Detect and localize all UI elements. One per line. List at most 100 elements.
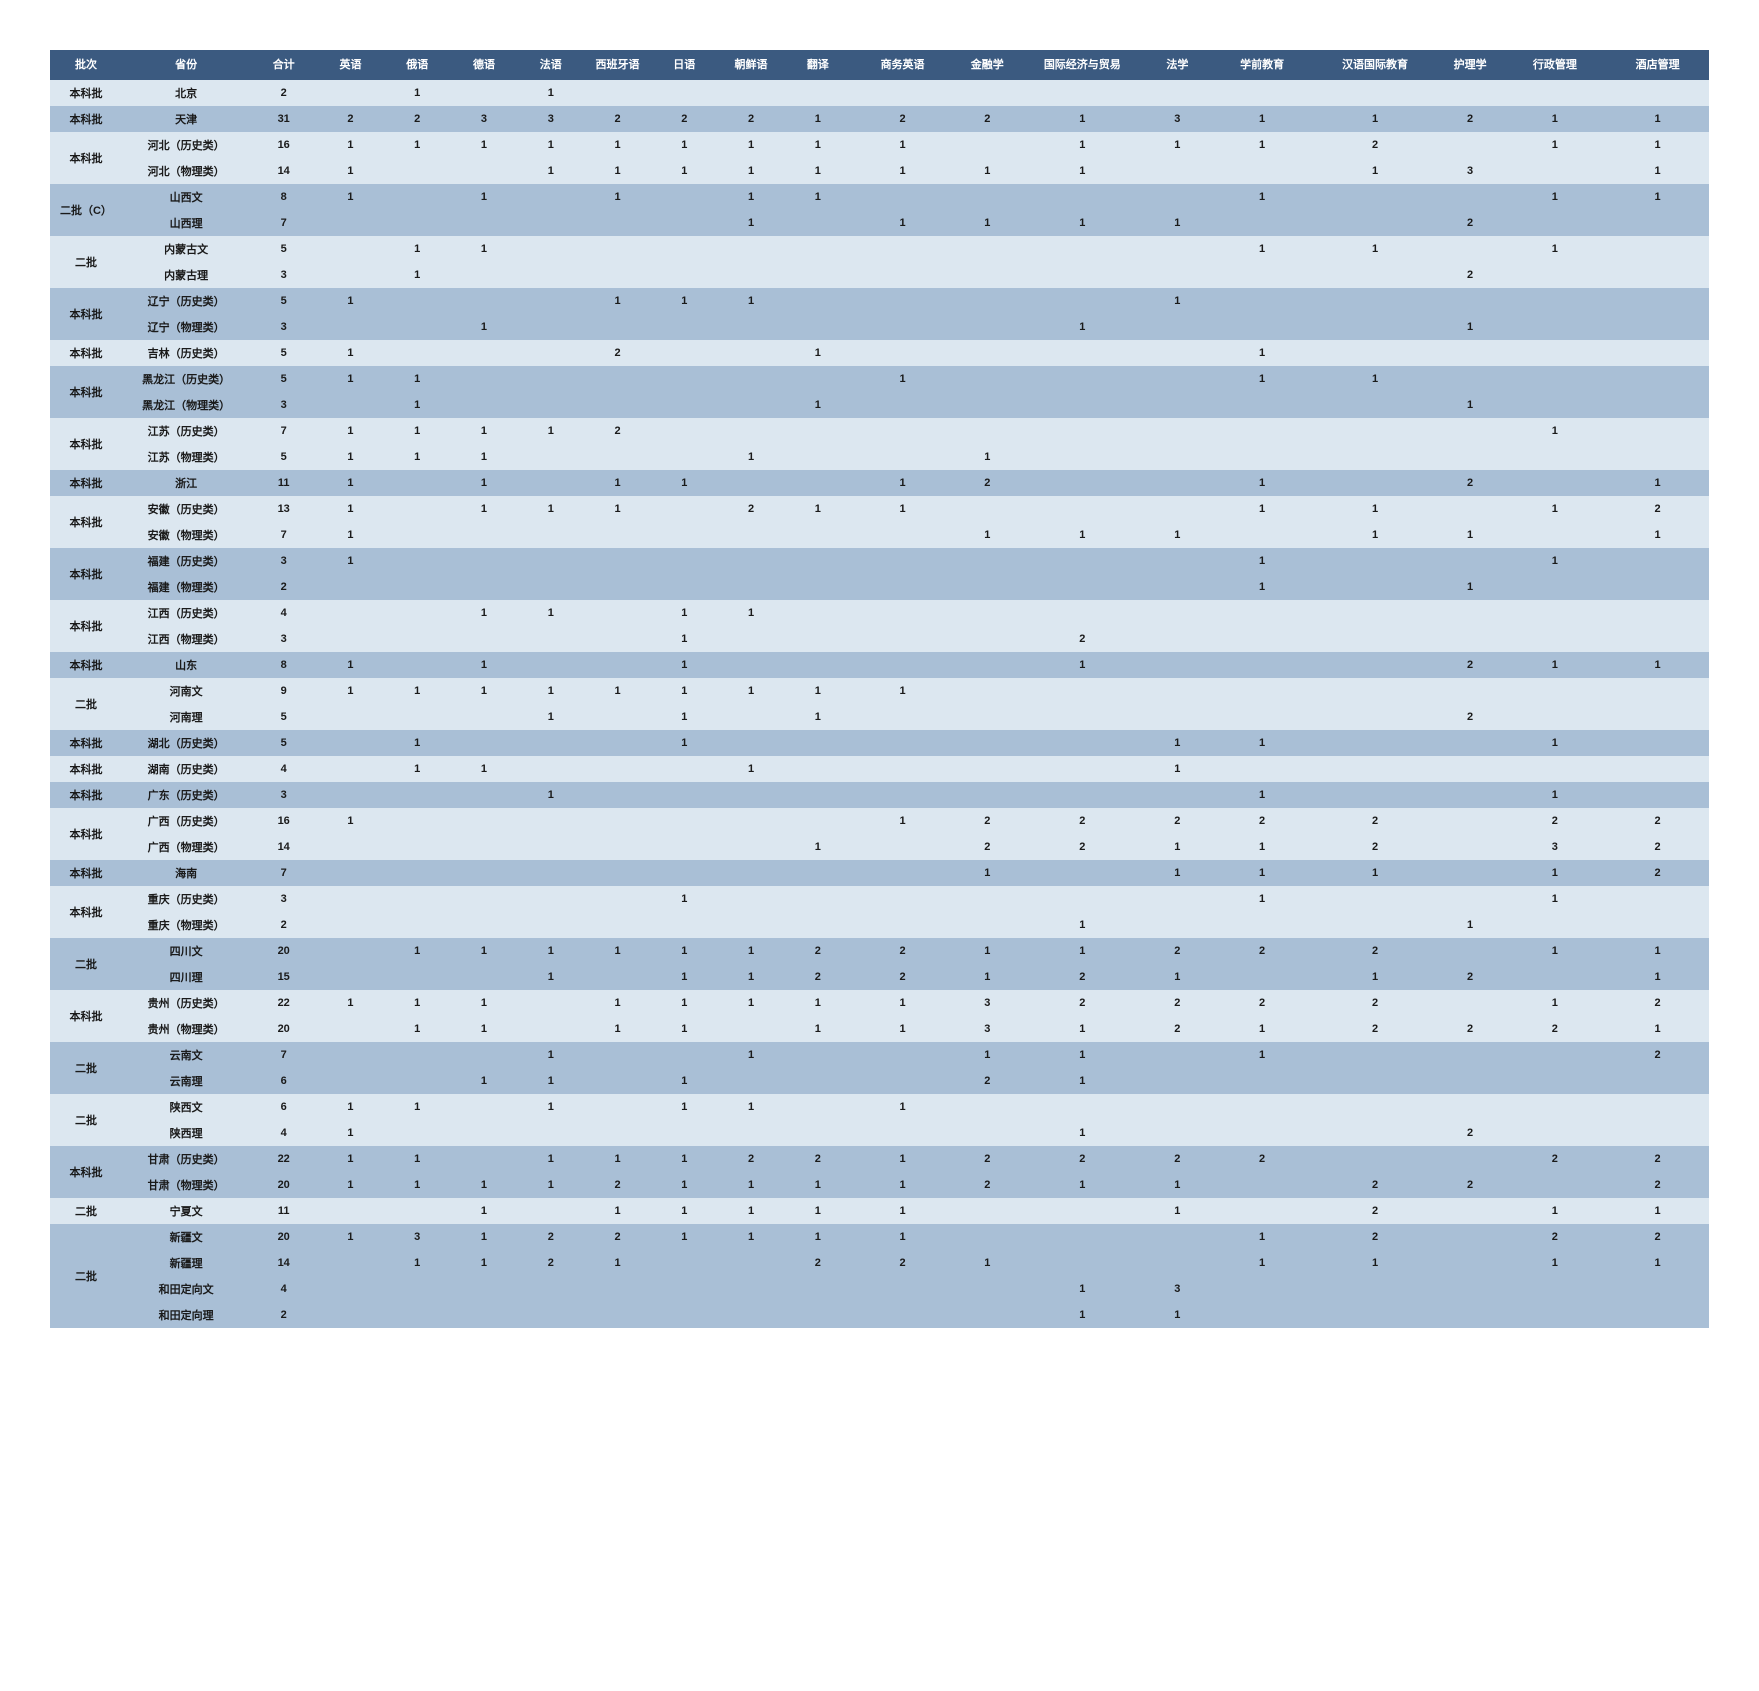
total-cell: 31 bbox=[250, 106, 317, 132]
table-row: 云南理611121 bbox=[50, 1068, 1709, 1094]
value-cell bbox=[384, 886, 451, 912]
value-cell bbox=[384, 574, 451, 600]
value-cell: 1 bbox=[651, 1172, 718, 1198]
province-cell: 四川文 bbox=[122, 938, 250, 964]
value-cell: 2 bbox=[1313, 990, 1436, 1016]
value-cell bbox=[1021, 756, 1144, 782]
value-cell: 1 bbox=[1313, 1250, 1436, 1276]
value-cell bbox=[1211, 210, 1314, 236]
value-cell bbox=[851, 236, 954, 262]
value-cell bbox=[317, 704, 384, 730]
total-cell: 2 bbox=[250, 1302, 317, 1328]
total-cell: 7 bbox=[250, 522, 317, 548]
province-cell: 福建（历史类） bbox=[122, 548, 250, 574]
value-cell: 1 bbox=[651, 158, 718, 184]
value-cell: 1 bbox=[1503, 548, 1606, 574]
province-cell: 新疆文 bbox=[122, 1224, 250, 1250]
table-row: 二批陕西文6111111 bbox=[50, 1094, 1709, 1120]
value-cell: 1 bbox=[1606, 964, 1709, 990]
value-cell bbox=[451, 730, 518, 756]
value-cell: 1 bbox=[954, 1042, 1021, 1068]
total-cell: 2 bbox=[250, 574, 317, 600]
total-cell: 6 bbox=[250, 1068, 317, 1094]
value-cell bbox=[584, 548, 651, 574]
value-cell bbox=[1437, 1250, 1504, 1276]
value-cell: 1 bbox=[954, 522, 1021, 548]
value-cell: 2 bbox=[784, 964, 851, 990]
value-cell: 1 bbox=[954, 964, 1021, 990]
value-cell bbox=[1437, 80, 1504, 106]
value-cell: 1 bbox=[317, 522, 384, 548]
value-cell: 2 bbox=[851, 964, 954, 990]
value-cell bbox=[584, 366, 651, 392]
value-cell bbox=[784, 860, 851, 886]
value-cell bbox=[1021, 366, 1144, 392]
value-cell bbox=[1437, 626, 1504, 652]
value-cell bbox=[317, 964, 384, 990]
value-cell bbox=[1606, 444, 1709, 470]
value-cell: 2 bbox=[1144, 938, 1211, 964]
value-cell: 2 bbox=[954, 1172, 1021, 1198]
value-cell bbox=[1437, 808, 1504, 834]
value-cell bbox=[517, 730, 584, 756]
value-cell bbox=[384, 1042, 451, 1068]
value-cell bbox=[1503, 340, 1606, 366]
value-cell bbox=[1313, 470, 1436, 496]
value-cell: 1 bbox=[784, 1224, 851, 1250]
value-cell bbox=[451, 782, 518, 808]
value-cell bbox=[317, 1042, 384, 1068]
value-cell bbox=[384, 548, 451, 574]
value-cell: 2 bbox=[718, 1146, 785, 1172]
table-row: 江苏（物理类）511111 bbox=[50, 444, 1709, 470]
value-cell bbox=[584, 652, 651, 678]
batch-cell: 二批 bbox=[50, 678, 122, 730]
value-cell: 1 bbox=[1503, 418, 1606, 444]
value-cell: 1 bbox=[451, 236, 518, 262]
province-cell: 四川理 bbox=[122, 964, 250, 990]
table-row: 内蒙古理312 bbox=[50, 262, 1709, 288]
value-cell: 1 bbox=[451, 756, 518, 782]
total-cell: 15 bbox=[250, 964, 317, 990]
value-cell bbox=[1144, 496, 1211, 522]
value-cell: 1 bbox=[1021, 210, 1144, 236]
col-batch: 批次 bbox=[50, 50, 122, 80]
value-cell bbox=[584, 574, 651, 600]
value-cell: 1 bbox=[384, 730, 451, 756]
value-cell: 1 bbox=[584, 184, 651, 210]
batch-cell: 二批 bbox=[50, 1042, 122, 1094]
value-cell: 2 bbox=[1437, 1016, 1504, 1042]
value-cell: 1 bbox=[317, 678, 384, 704]
value-cell: 1 bbox=[1211, 782, 1314, 808]
province-cell: 和田定向文 bbox=[122, 1276, 250, 1302]
value-cell bbox=[1606, 704, 1709, 730]
value-cell bbox=[1606, 418, 1709, 444]
value-cell: 1 bbox=[451, 990, 518, 1016]
col-jp: 日语 bbox=[651, 50, 718, 80]
value-cell: 1 bbox=[317, 288, 384, 314]
value-cell: 2 bbox=[584, 418, 651, 444]
value-cell: 1 bbox=[1503, 496, 1606, 522]
value-cell bbox=[1437, 1198, 1504, 1224]
value-cell: 1 bbox=[451, 1198, 518, 1224]
value-cell: 1 bbox=[384, 392, 451, 418]
col-ho: 酒店管理 bbox=[1606, 50, 1709, 80]
value-cell: 1 bbox=[517, 418, 584, 444]
value-cell bbox=[1437, 236, 1504, 262]
value-cell: 2 bbox=[517, 1250, 584, 1276]
value-cell: 1 bbox=[1144, 132, 1211, 158]
value-cell bbox=[718, 1276, 785, 1302]
province-cell: 河南理 bbox=[122, 704, 250, 730]
value-cell bbox=[784, 262, 851, 288]
value-cell bbox=[784, 1276, 851, 1302]
value-cell: 1 bbox=[1144, 1172, 1211, 1198]
value-cell: 1 bbox=[1606, 1198, 1709, 1224]
value-cell bbox=[1211, 1172, 1314, 1198]
value-cell bbox=[451, 340, 518, 366]
value-cell: 1 bbox=[584, 1146, 651, 1172]
total-cell: 4 bbox=[250, 756, 317, 782]
value-cell bbox=[784, 288, 851, 314]
value-cell: 1 bbox=[584, 288, 651, 314]
value-cell bbox=[1313, 704, 1436, 730]
value-cell bbox=[1437, 886, 1504, 912]
value-cell bbox=[718, 314, 785, 340]
